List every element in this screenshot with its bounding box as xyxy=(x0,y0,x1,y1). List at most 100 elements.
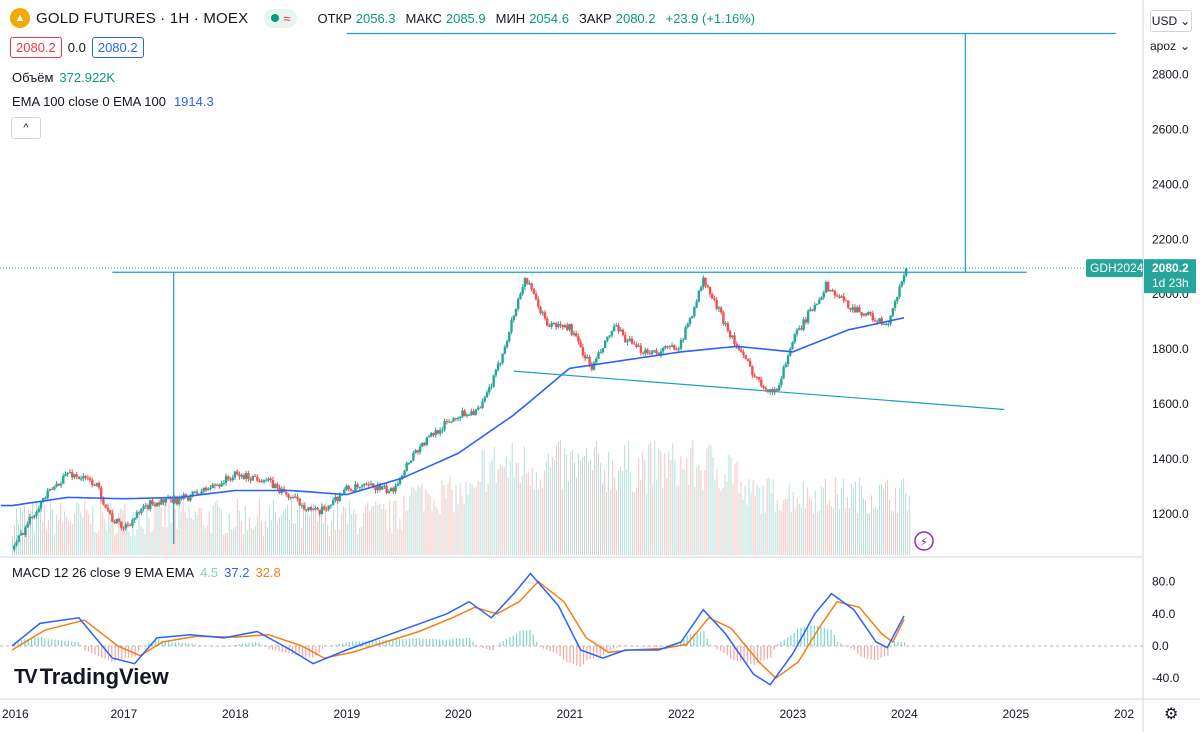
volume-bar xyxy=(581,457,583,555)
macd-hist-bar xyxy=(97,646,100,657)
candle-body xyxy=(117,518,121,522)
macd-hist-bar xyxy=(278,646,280,652)
volume-bar xyxy=(606,491,608,555)
volume-bar xyxy=(521,476,523,555)
candle-body xyxy=(757,377,761,380)
macd-hist-bar xyxy=(623,645,625,647)
macd-hist-bar xyxy=(880,646,882,658)
candle-body xyxy=(191,491,194,497)
volume-bar xyxy=(870,495,872,555)
volume-bar xyxy=(218,507,220,555)
candle-body xyxy=(331,500,335,506)
volume-bar xyxy=(850,484,852,555)
candle-body xyxy=(809,309,812,312)
volume-bar xyxy=(72,523,74,555)
price-axis-tick: 2600.0 xyxy=(1152,123,1189,137)
high-value: 2085.9 xyxy=(445,10,486,26)
candle-body xyxy=(30,516,34,518)
volume-bar xyxy=(487,483,489,555)
time-axis-tick: 2018 xyxy=(222,707,249,721)
volume-bar xyxy=(858,477,860,555)
candle-body xyxy=(347,485,350,490)
candle-body xyxy=(71,472,74,478)
candle-body xyxy=(285,492,288,495)
volume-bar xyxy=(463,504,465,555)
volume-bar xyxy=(545,461,547,555)
macd-hist-bar xyxy=(572,646,575,665)
macd-hist-bar xyxy=(235,644,237,646)
candle-body xyxy=(557,324,560,328)
macd-hist-bar xyxy=(766,646,769,659)
volume-bar xyxy=(457,504,459,555)
symbol-title[interactable]: GOLD FUTURES · 1H · MOEX xyxy=(36,9,249,27)
market-status-pill[interactable]: ≈ xyxy=(264,8,298,28)
volume-bar xyxy=(660,451,662,555)
time-axis-tick: 2021 xyxy=(557,707,584,721)
volume-bar xyxy=(684,469,686,555)
candle-body xyxy=(753,375,756,377)
volume-bar xyxy=(774,511,776,555)
macd-hist-bar xyxy=(184,643,187,646)
volume-bar xyxy=(124,503,126,555)
candle-body xyxy=(581,347,585,356)
candle-body xyxy=(24,527,27,535)
gear-icon[interactable]: ⚙ xyxy=(1164,706,1179,723)
candle-body xyxy=(389,487,393,492)
macd-hist-bar xyxy=(776,644,779,646)
volume-bar xyxy=(405,511,407,555)
candle-body xyxy=(88,478,92,481)
macd-line xyxy=(11,572,905,686)
volume-bar xyxy=(118,513,120,555)
volume-bar xyxy=(343,505,345,555)
volume-bar xyxy=(303,506,305,555)
volume-bar xyxy=(702,490,704,555)
scale-mode-select[interactable]: apoz ⌄ xyxy=(1150,36,1192,56)
macd-hist-bar xyxy=(683,639,685,646)
candle-body xyxy=(26,524,29,528)
ema-legend[interactable]: EMA 100 close 0 EMA 100 1914.3 xyxy=(12,94,214,109)
candle-body xyxy=(898,286,901,297)
candle-body xyxy=(566,325,569,330)
candle-body xyxy=(503,347,507,354)
candle-body xyxy=(273,484,277,488)
tradingview-brand: TradingView xyxy=(39,664,169,689)
currency-select[interactable]: USD ⌄ xyxy=(1150,10,1192,32)
volume-bar xyxy=(319,514,321,555)
volume-bar xyxy=(732,484,734,555)
volume-bar xyxy=(294,523,296,555)
volume-bar xyxy=(666,478,668,555)
volume-bar xyxy=(794,508,796,555)
macd-hist-bar xyxy=(348,642,350,646)
candle-body xyxy=(15,542,18,546)
candle-body xyxy=(113,521,116,524)
volume-bar xyxy=(70,522,72,555)
volume-bar xyxy=(864,500,866,555)
macd-hist-bar xyxy=(522,630,524,646)
volume-bar xyxy=(551,456,553,555)
candle-body xyxy=(661,348,665,352)
volume-bar xyxy=(282,511,284,555)
macd-hist-bar xyxy=(837,641,839,646)
volume-bar xyxy=(505,455,507,555)
bid-price-button[interactable]: 2080.2 xyxy=(10,37,62,58)
macd-hist-bar xyxy=(495,645,498,647)
ask-price-button[interactable]: 2080.2 xyxy=(91,37,144,58)
candle-body xyxy=(751,366,754,376)
candle-body xyxy=(780,378,783,386)
volume-bar xyxy=(180,512,182,555)
volume-bar xyxy=(640,479,642,555)
volume-bar xyxy=(305,501,307,555)
volume-legend[interactable]: Объём 372.922K xyxy=(12,70,115,85)
volume-bar xyxy=(433,500,435,555)
macd-hist-bar xyxy=(57,640,59,646)
volume-bar xyxy=(674,460,676,555)
volume-bar xyxy=(76,502,78,555)
volume-bar xyxy=(335,529,337,555)
candle-body xyxy=(271,480,275,488)
collapse-legend-button[interactable]: ^ xyxy=(11,117,41,139)
candle-body xyxy=(425,437,428,445)
candle-body xyxy=(260,480,263,483)
time-axis-tick: 2017 xyxy=(111,707,138,721)
macd-legend[interactable]: MACD 12 26 close 9 EMA EMA 4.5 37.2 32.8 xyxy=(12,565,281,580)
